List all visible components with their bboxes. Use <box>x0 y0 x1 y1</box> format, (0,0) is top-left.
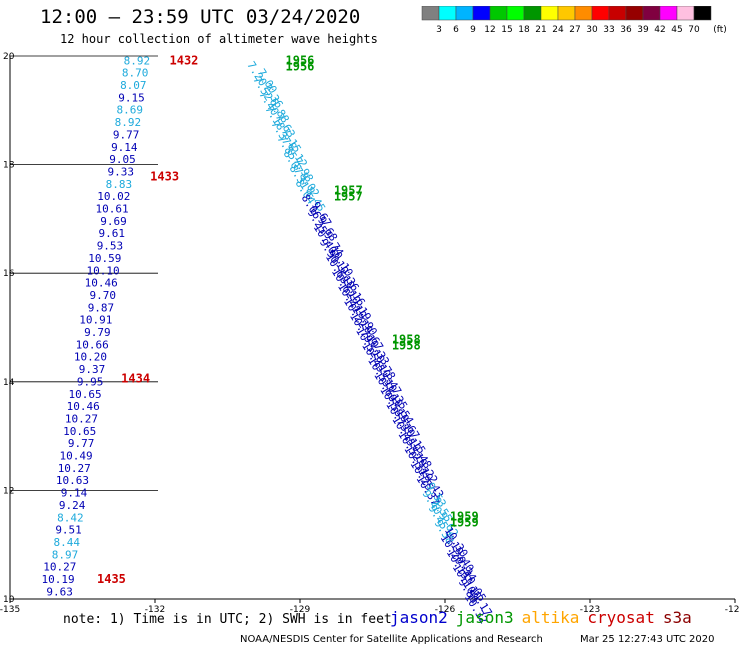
y-tick-label: 20 <box>3 52 15 62</box>
colorbar-tick-label: 39 <box>637 25 649 35</box>
cryosat-value-label: 10.91 <box>79 314 112 327</box>
cryosat-value-label: 10.65 <box>68 388 101 401</box>
cryosat-value-label: 8.92 <box>115 116 142 129</box>
chart-title: 12:00 – 23:59 UTC 03/24/2020 <box>40 6 361 28</box>
cryosat-value-label: 10.59 <box>88 252 121 265</box>
colorbar-tick-label: 70 <box>688 25 700 35</box>
pass-time-label: 1959 <box>450 509 479 523</box>
y-tick-label: 12 <box>3 486 14 496</box>
y-tick-label: 18 <box>3 161 15 171</box>
colorbar-tick-label: 42 <box>654 25 665 35</box>
cryosat-value-label: 9.15 <box>118 91 145 104</box>
cryosat-value-label: 9.05 <box>109 153 136 166</box>
cryosat-value-label: 9.33 <box>107 165 134 178</box>
cryosat-value-label: 9.70 <box>89 289 116 302</box>
x-tick-label: -129 <box>290 605 311 615</box>
timestamp-text: Mar 25 12:27:43 UTC 2020 <box>580 634 715 645</box>
cryosat-value-label: 10.10 <box>86 264 119 277</box>
cryosat-value-label: 9.51 <box>55 524 82 537</box>
colorbar-tick-label: 9 <box>470 25 476 35</box>
cryosat-value-label: 8.92 <box>124 54 151 67</box>
cryosat-value-label: 10.61 <box>95 203 128 216</box>
cryosat-value-label: 10.65 <box>63 425 96 438</box>
colorbar-tick-label: 24 <box>552 25 564 35</box>
cryosat-value-label: 9.61 <box>98 227 125 240</box>
cryosat-value-label: 10.02 <box>97 190 130 203</box>
x-tick-label: -132 <box>145 605 165 615</box>
cryosat-value-label: 9.14 <box>111 141 138 154</box>
cryosat-value-label: 9.53 <box>97 240 124 253</box>
colorbar-tick-label: 36 <box>620 25 632 35</box>
x-tick-label: -126 <box>435 605 456 615</box>
cryosat-value-label: 10.46 <box>85 277 118 290</box>
colorbar-tick-label: 3 <box>436 25 442 35</box>
satellite-legend-altika: altika <box>521 608 580 627</box>
cryosat-value-label: 9.77 <box>113 128 140 141</box>
colorbar-tick-label: 12 <box>484 25 495 35</box>
cryosat-value-label: 10.66 <box>76 338 109 351</box>
x-tick-label: -123 <box>580 605 600 615</box>
satellite-legend-jason3: jason3 <box>455 608 514 627</box>
colorbar-tick-label: 21 <box>535 25 546 35</box>
cryosat-value-label: 10.49 <box>59 450 92 463</box>
cryosat-value-label: 8.83 <box>106 178 133 191</box>
cryosat-value-label: 9.24 <box>59 499 86 512</box>
colorbar-tick-label: 30 <box>586 25 598 35</box>
y-tick-label: 16 <box>3 269 15 279</box>
cryosat-value-label: 9.95 <box>77 375 104 388</box>
colorbar-tick-label: 27 <box>569 25 580 35</box>
cryosat-value-label: 8.44 <box>54 536 81 549</box>
colorbar-swatch <box>693 6 712 21</box>
credit-text: NOAA/NESDIS Center for Satellite Applica… <box>240 634 543 645</box>
colorbar-tick-label: 18 <box>518 25 530 35</box>
pass-time-label: 1956 <box>286 53 315 67</box>
pass-time-label: 1435 <box>97 572 126 586</box>
cryosat-value-label: 9.77 <box>68 437 95 450</box>
cryosat-value-label: 8.97 <box>52 548 79 561</box>
pass-time-label: 1432 <box>170 53 199 67</box>
cryosat-value-label: 10.19 <box>42 573 75 586</box>
pass-time-label: 1433 <box>150 170 179 184</box>
cryosat-value-label: 10.20 <box>74 351 107 364</box>
colorbar-tick-label: 6 <box>453 25 459 35</box>
satellite-legend-s3a: s3a <box>662 608 692 627</box>
chart-subtitle: 12 hour collection of altimeter wave hei… <box>60 32 378 46</box>
cryosat-value-label: 8.70 <box>122 67 149 80</box>
cryosat-value-label: 10.63 <box>56 474 89 487</box>
cryosat-value-label: 9.14 <box>61 487 88 500</box>
colorbar-unit-label: (ft) <box>713 25 727 35</box>
pass-time-label: 1957 <box>334 184 363 198</box>
pass-time-label: 1959 <box>450 515 479 529</box>
cryosat-value-label: 8.69 <box>116 104 143 117</box>
x-tick-label: -120 <box>725 605 740 615</box>
pass-time-label: 1958 <box>392 338 421 352</box>
cryosat-value-label: 9.63 <box>46 585 73 598</box>
cryosat-value-label: 8.07 <box>120 79 147 92</box>
y-tick-label: 14 <box>3 378 15 388</box>
cryosat-value-label: 10.27 <box>58 462 91 475</box>
pass-time-label: 1956 <box>286 59 315 73</box>
colorbar-tick-label: 33 <box>603 25 614 35</box>
satellite-legend-cryosat: cryosat <box>587 608 655 627</box>
pass-time-label: 1434 <box>121 372 150 386</box>
cryosat-value-label: 10.46 <box>67 400 100 413</box>
y-tick-label: 10 <box>3 595 15 605</box>
cryosat-value-label: 10.27 <box>65 412 98 425</box>
pass-time-label: 1958 <box>392 332 421 346</box>
cryosat-value-label: 9.79 <box>84 326 111 339</box>
units-note: note: 1) Time is in UTC; 2) SWH is in fe… <box>63 612 392 627</box>
satellite-legend: jason2 jason3 altika cryosat s3a <box>390 608 700 627</box>
satellite-legend-jason2: jason2 <box>390 608 448 627</box>
cryosat-value-label: 9.69 <box>100 215 127 228</box>
cryosat-value-label: 10.27 <box>43 561 76 574</box>
colorbar-tick-label: 15 <box>501 25 512 35</box>
cryosat-value-label: 9.87 <box>88 301 115 314</box>
cryosat-value-label: 9.37 <box>79 363 106 376</box>
colorbar-tick-label: 45 <box>671 25 682 35</box>
x-tick-label: -135 <box>0 605 20 615</box>
pass-time-label: 1957 <box>334 190 363 204</box>
wave-height-colorbar: 3 6 9 12 15 18 21 24 27 30 33 36 39 42 45 70 (ft) <box>421 6 727 35</box>
cryosat-value-label: 8.42 <box>57 511 84 524</box>
